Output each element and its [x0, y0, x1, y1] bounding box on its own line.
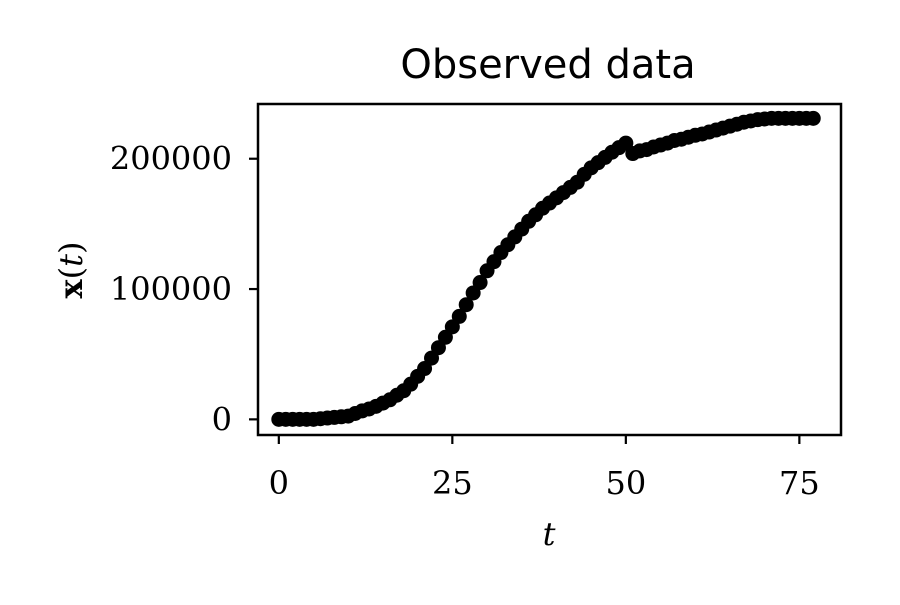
data-point: [805, 110, 821, 126]
y-axis-label: x(t): [52, 242, 90, 299]
x-tick-label: 50: [605, 464, 646, 502]
chart-title: Observed data: [400, 42, 695, 88]
plot-frame: [256, 102, 843, 437]
x-tick-label: 0: [269, 464, 289, 502]
data-point: [458, 297, 474, 313]
x-axis-label: t: [543, 515, 556, 553]
x-axis-ticks: 0 25 50 75: [269, 435, 820, 502]
y-axis-label-close-paren: ): [52, 242, 90, 254]
y-tick-label: 200000: [110, 140, 232, 178]
y-axis-ticks: 0 100000 200000: [110, 140, 258, 438]
y-axis-label-symbol: x: [52, 278, 90, 298]
x-tick-label: 75: [779, 464, 820, 502]
data-points: [271, 110, 821, 427]
y-axis-label-variable: t: [52, 254, 90, 267]
data-point: [472, 275, 488, 291]
y-tick-label: 0: [212, 400, 232, 438]
y-tick-label: 100000: [110, 270, 232, 308]
y-axis-label-open-paren: (: [52, 267, 90, 279]
data-point: [451, 308, 467, 324]
x-tick-label: 25: [432, 464, 473, 502]
